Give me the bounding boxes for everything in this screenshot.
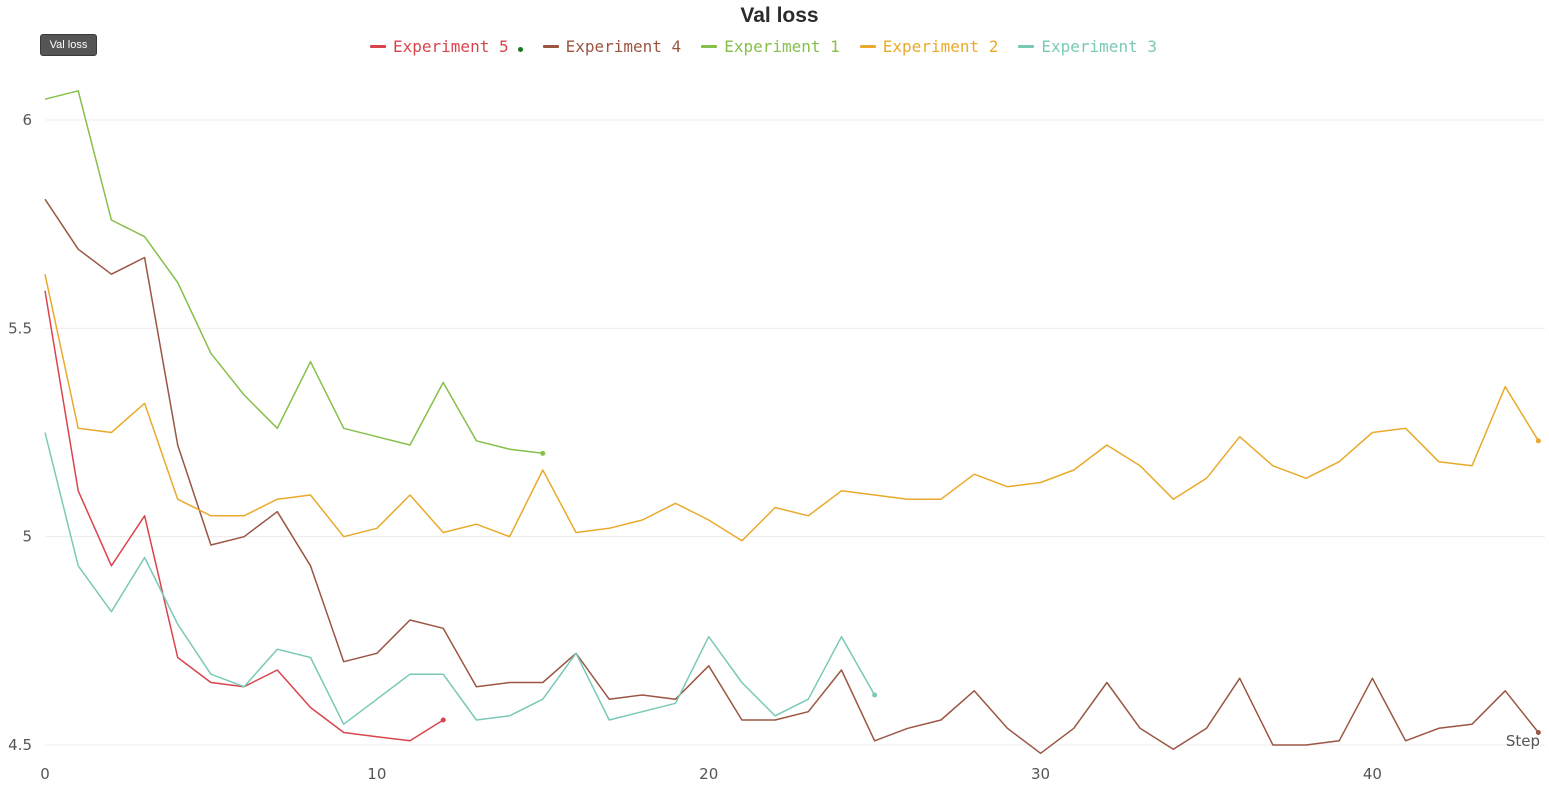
series-endpoint-experiment-5 [440, 717, 446, 723]
y-tick-label: 5 [22, 528, 32, 546]
legend-item[interactable]: Experiment 4 [542, 37, 682, 56]
series-line-experiment-2 [44, 274, 1540, 542]
series-endpoint-experiment-1 [540, 450, 546, 456]
x-tick-label: 40 [1363, 765, 1382, 783]
legend-active-dot [517, 47, 523, 52]
y-tick-label: 5.5 [8, 319, 32, 337]
legend-item[interactable]: Experiment 2 [859, 37, 999, 56]
series-endpoints [440, 438, 1541, 735]
legend-label: Experiment 1 [724, 37, 840, 56]
y-axis: 4.5 5 5.5 6 [8, 111, 32, 754]
grid [45, 119, 1545, 746]
legend-label: Experiment 3 [1041, 37, 1157, 56]
chart-tooltip: Val loss [41, 35, 96, 55]
legend-swatch [370, 45, 386, 48]
x-tick-label: 30 [1031, 765, 1050, 783]
legend-item[interactable]: Experiment 1 [701, 37, 840, 56]
legend-label: Experiment 2 [882, 37, 999, 56]
x-axis: 0 10 20 30 40 [40, 765, 1382, 783]
legend-item[interactable]: Experiment 5 [370, 37, 523, 56]
chart-title: Val loss [740, 4, 819, 27]
legend-label: Experiment 4 [565, 37, 682, 56]
series-endpoint-experiment-3 [872, 692, 878, 698]
legend-swatch [701, 45, 718, 48]
x-axis-label: Step [1506, 732, 1540, 750]
series-lines [44, 90, 1540, 755]
series-endpoint-experiment-4 [1535, 730, 1541, 735]
legend-item[interactable]: Experiment 3 [1018, 37, 1157, 56]
series-endpoint-experiment-2 [1535, 438, 1541, 444]
series-line-experiment-3 [44, 432, 876, 725]
series-line-experiment-4 [44, 198, 1539, 755]
legend-label: Experiment 5 [393, 37, 509, 56]
legend: Experiment 5 Experiment 4 Experiment 1 Expe… [370, 37, 1177, 56]
legend-swatch [542, 45, 559, 48]
y-tick-label: 4.5 [8, 736, 32, 754]
y-tick-label: 6 [22, 111, 32, 129]
x-tick-label: 10 [367, 765, 386, 783]
x-tick-label: 0 [40, 765, 50, 783]
series-line-experiment-1 [44, 90, 543, 455]
legend-swatch [859, 45, 876, 48]
x-tick-label: 20 [699, 765, 718, 783]
legend-swatch [1018, 45, 1035, 48]
